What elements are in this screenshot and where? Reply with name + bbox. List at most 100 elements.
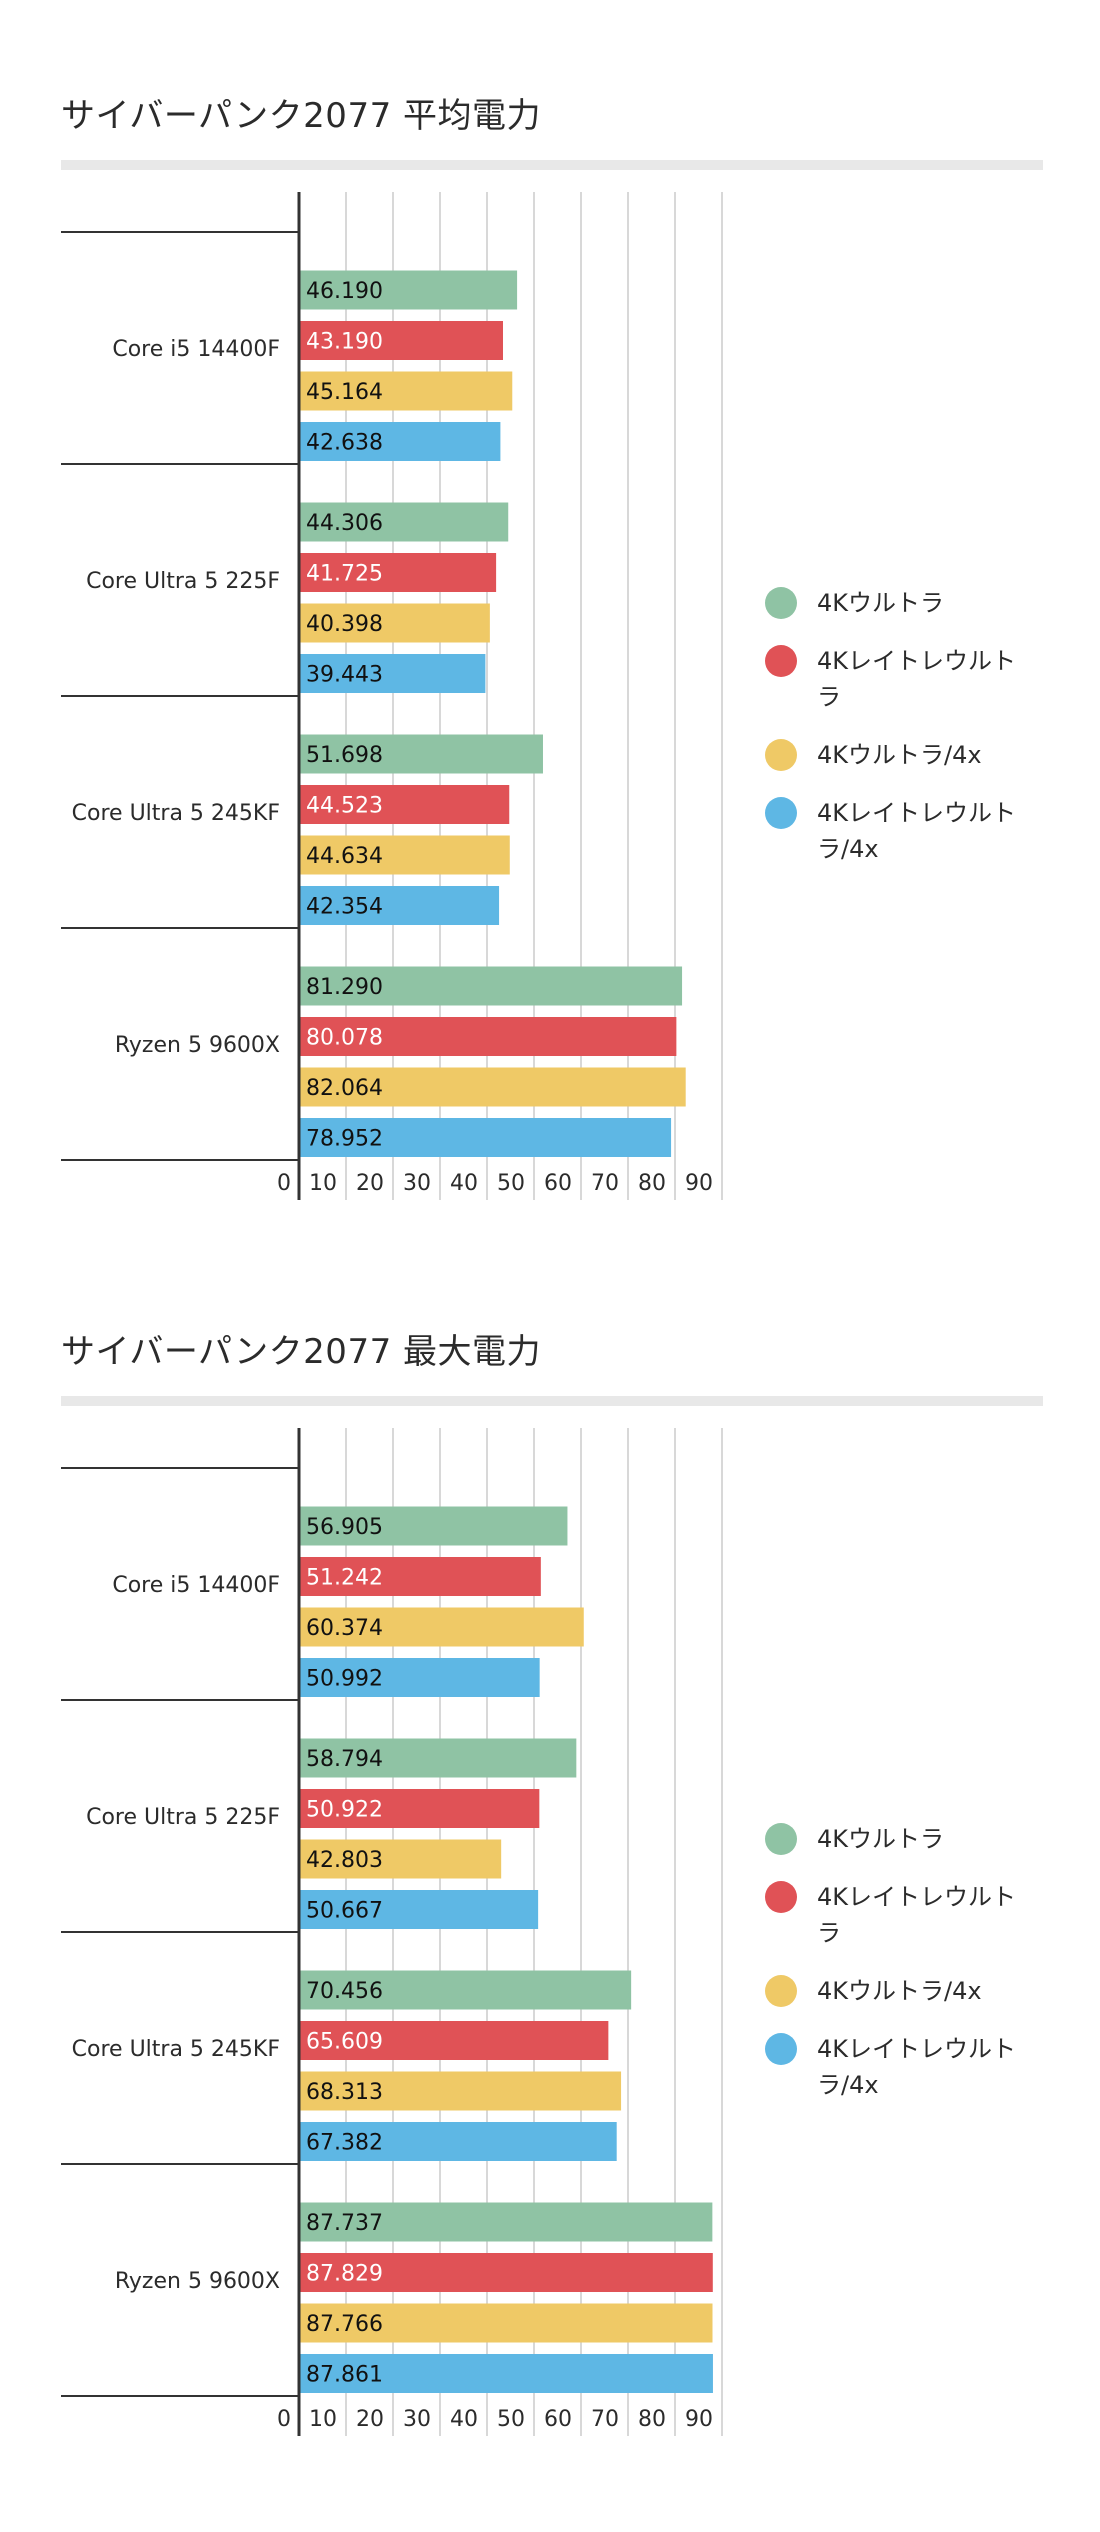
chart-legend: 4Kウルトラ 4Kレイトレウルトラ 4Kウルトラ/4x 4Kレイトレウルトラ/4… [765,1821,1065,2125]
legend-swatch-4k-raytrace-ultra-4x [765,797,797,829]
data-label: 80.078 [306,1026,383,1051]
tick-label: 60 [544,2407,572,2432]
legend-swatch-4k-raytrace-ultra [765,1881,797,1913]
data-label: 87.861 [306,2363,383,2388]
bar [300,1607,584,1647]
tick-label: 70 [591,1171,619,1196]
category-label: Core Ultra 5 245KF [72,2037,280,2062]
bar [300,502,509,542]
bar [300,1118,672,1157]
tick-label: 90 [685,1171,713,1196]
legend-swatch-4k-raytrace-ultra [765,645,797,677]
tick-label: 80 [638,2407,666,2432]
bar [300,2354,713,2393]
data-label: 56.905 [306,1515,383,1540]
data-label: 50.667 [306,1899,383,1924]
chart-title: サイバーパンク2077 最大電力 [61,1332,542,1372]
data-label: 51.698 [306,743,383,768]
tick-label: 40 [450,2407,478,2432]
tick-label: 20 [356,2407,384,2432]
bar [300,966,683,1006]
data-label: 82.064 [306,1076,383,1101]
bar-chart: Core i5 14400F 46.190 43.190 45.164 42.638 Co… [61,192,723,1200]
bar [300,1557,541,1596]
bar [300,371,513,411]
chart-panel-max-power: サイバーパンク2077 最大電力 Core i5 14400F 56.905 51.… [0,1236,1100,2472]
data-label: 45.164 [306,380,383,405]
tick-label: 0 [277,2407,291,2432]
data-label: 81.290 [306,975,383,1000]
legend-item: 4Kレイトレウルトラ/4x [765,2031,1065,2103]
tick-label: 50 [497,1171,525,1196]
data-label: 44.523 [306,794,383,819]
bar-chart: Core i5 14400F 56.905 51.242 60.374 50.992 Co… [61,1428,723,2436]
data-label: 68.313 [306,2080,383,2105]
data-label: 87.829 [306,2262,383,2287]
bar [300,553,497,592]
category-label: Ryzen 5 9600X [115,1033,280,1058]
bar [300,2303,713,2343]
bar [300,422,501,461]
data-label: 58.794 [306,1747,383,1772]
bar [300,1658,540,1697]
legend-item: 4Kレイトレウルトラ [765,1879,1065,1951]
legend-label: 4Kウルトラ [817,589,945,617]
bar [300,1839,502,1879]
legend-item: 4Kウルトラ [765,1821,1065,1857]
data-label: 42.803 [306,1848,383,1873]
legend-item: 4Kレイトレウルトラ [765,643,1065,715]
bar [300,2253,713,2292]
bar [300,654,486,693]
bar [300,1970,632,2010]
bar [300,1890,539,1929]
bar [300,2071,622,2111]
tick-label: 20 [356,1171,384,1196]
title-divider [61,1396,1043,1406]
data-label: 50.922 [306,1798,383,1823]
data-label: 40.398 [306,612,383,637]
category-label: Core Ultra 5 225F [86,569,280,594]
tick-label: 80 [638,1171,666,1196]
data-label: 67.382 [306,2131,383,2156]
bar [300,2021,609,2060]
category-label: Core i5 14400F [112,1573,280,1598]
bar [300,1789,540,1828]
data-label: 87.737 [306,2211,383,2236]
tick-label: 50 [497,2407,525,2432]
category-label: Core Ultra 5 225F [86,1805,280,1830]
data-label: 87.766 [306,2312,383,2337]
data-label: 44.634 [306,844,383,869]
tick-label: 30 [403,1171,431,1196]
bar [300,886,500,925]
legend-item: 4Kウルトラ [765,585,1065,621]
tick-label: 10 [309,2407,337,2432]
bar [300,1738,577,1778]
data-label: 43.190 [306,330,383,355]
data-label: 65.609 [306,2030,383,2055]
tick-label: 10 [309,1171,337,1196]
data-label: 44.306 [306,511,383,536]
data-label: 60.374 [306,1616,383,1641]
bar [300,321,503,360]
legend-item: 4Kレイトレウルトラ/4x [765,795,1065,867]
bar [300,2122,617,2161]
legend-item: 4Kウルトラ/4x [765,737,1065,773]
data-label: 41.725 [306,562,383,587]
legend-item: 4Kウルトラ/4x [765,1973,1065,2009]
legend-swatch-4k-ultra-4x [765,1975,797,2007]
legend-swatch-4k-raytrace-ultra-4x [765,2033,797,2065]
chart-title: サイバーパンク2077 平均電力 [61,96,542,136]
tick-label: 60 [544,1171,572,1196]
data-label: 51.242 [306,1566,383,1591]
data-label: 78.952 [306,1127,383,1152]
data-label: 42.638 [306,431,383,456]
tick-label: 90 [685,2407,713,2432]
category-label: Core Ultra 5 245KF [72,801,280,826]
bar [300,2202,713,2242]
legend-label: 4Kウルトラ [817,1825,945,1853]
legend-label: 4Kレイトレウルトラ/4x [817,2035,1017,2099]
tick-label: 30 [403,2407,431,2432]
chart-panel-average-power: サイバーパンク2077 平均電力 Core i5 14400F 46.190 43.… [0,0,1100,1236]
bar [300,1067,686,1107]
legend-swatch-4k-ultra [765,587,797,619]
